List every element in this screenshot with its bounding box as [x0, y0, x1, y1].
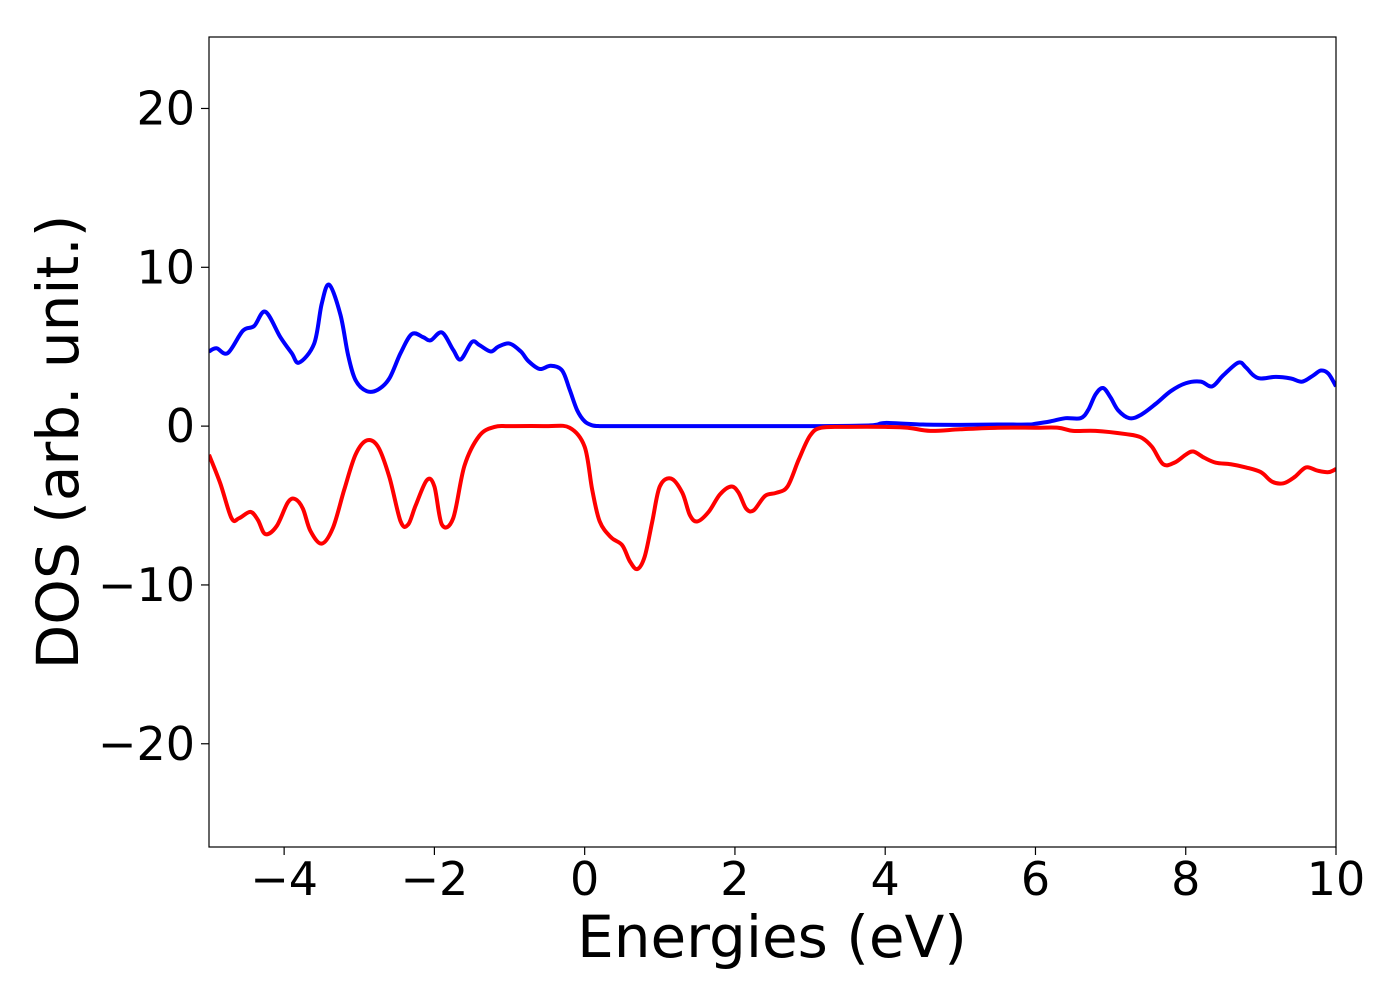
x-tick-label: −4	[250, 852, 318, 906]
series-line-0	[209, 282, 1336, 429]
y-axis-label: DOS (arb. unit.)	[24, 215, 92, 670]
y-tick-label: −10	[98, 558, 195, 612]
x-tick-label: −2	[400, 852, 468, 906]
y-tick-label: 20	[136, 81, 195, 135]
plot-frame	[208, 36, 1337, 848]
y-axis: −20 −10 0 10 20	[98, 81, 209, 771]
y-tick-label: 0	[166, 399, 195, 453]
x-tick-label: 4	[871, 852, 900, 906]
x-tick-label: 6	[1021, 852, 1050, 906]
y-tick-label: 10	[136, 240, 195, 294]
series-line-1	[209, 423, 1336, 572]
y-tick-label: −20	[98, 717, 195, 771]
x-tick-label: 8	[1171, 852, 1200, 906]
series-layer	[209, 282, 1336, 572]
x-axis: −4 −2 0 2 4 6 8 10	[250, 847, 1365, 906]
x-tick-label: 10	[1307, 852, 1366, 906]
x-axis-label: Energies (eV)	[577, 903, 967, 971]
x-tick-label: 2	[720, 852, 749, 906]
x-tick-label: 0	[570, 852, 599, 906]
